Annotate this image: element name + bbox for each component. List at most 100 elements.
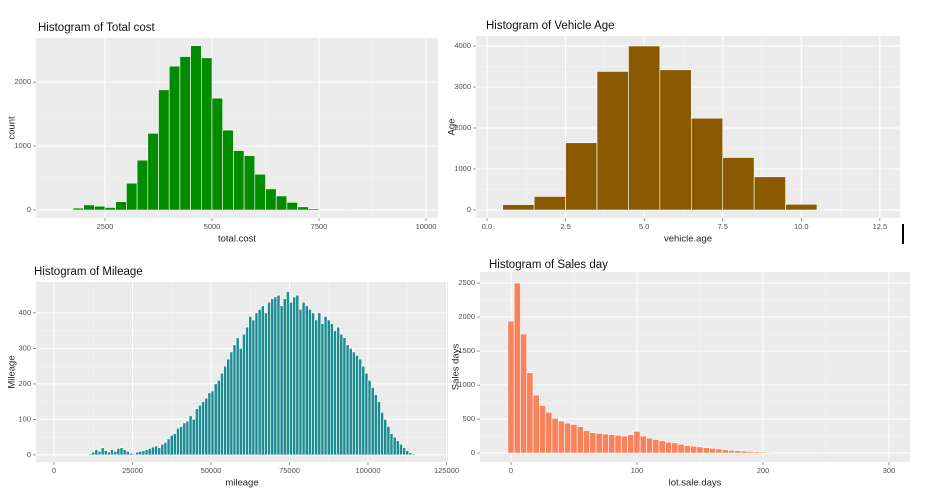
x-tick-label: 125000 xyxy=(434,466,459,475)
bar xyxy=(715,448,723,454)
bar xyxy=(251,319,256,456)
x-tick-label: 10000 xyxy=(416,222,437,231)
bar xyxy=(223,365,227,456)
bar xyxy=(696,446,704,454)
bar xyxy=(386,426,391,456)
bar xyxy=(282,298,287,456)
bar xyxy=(233,150,245,211)
bar xyxy=(765,451,773,454)
y-tick-label: 1000 xyxy=(458,380,475,389)
bar xyxy=(229,351,234,456)
bar xyxy=(141,450,146,456)
y-tick-label: 100 xyxy=(18,414,31,423)
x-tick-label: 12.5 xyxy=(873,222,888,231)
bar xyxy=(190,45,202,211)
bar xyxy=(270,298,275,456)
bar xyxy=(163,442,168,456)
bar xyxy=(358,358,363,456)
bar xyxy=(389,433,394,456)
bar xyxy=(507,320,515,454)
bar xyxy=(513,282,521,454)
bar xyxy=(545,411,553,454)
x-tick-label: 5000 xyxy=(204,222,221,231)
bar xyxy=(348,348,353,456)
bar xyxy=(136,159,149,211)
bar xyxy=(220,372,224,456)
bar xyxy=(691,117,724,211)
bar xyxy=(408,452,413,456)
bar xyxy=(61,209,74,211)
bar xyxy=(576,426,584,454)
bar xyxy=(245,326,249,456)
bar xyxy=(658,440,666,454)
bar xyxy=(243,155,256,211)
bar xyxy=(399,443,403,456)
chart-title: Histogram of Total cost xyxy=(38,22,156,34)
chart-title: Histogram of Sales day xyxy=(489,259,608,271)
bar xyxy=(168,65,181,211)
bar xyxy=(323,316,328,456)
bar xyxy=(690,445,698,454)
bar xyxy=(753,451,761,454)
bar xyxy=(179,426,184,456)
bar xyxy=(652,439,660,454)
bar xyxy=(94,449,99,456)
bar xyxy=(295,294,300,456)
bar xyxy=(778,452,786,454)
bar xyxy=(154,445,158,456)
bar xyxy=(135,451,140,456)
bar xyxy=(126,182,138,211)
x-tick-label: 75000 xyxy=(279,466,300,475)
bar xyxy=(602,433,609,454)
bar xyxy=(532,394,540,454)
bar xyxy=(226,358,231,456)
bar xyxy=(188,415,193,456)
bar xyxy=(198,404,202,456)
y-axis-title: Mileage xyxy=(7,355,18,388)
bar xyxy=(330,323,334,456)
bar xyxy=(665,441,672,454)
y-tick-label: 2000 xyxy=(454,123,471,132)
bar xyxy=(129,452,133,456)
bar xyxy=(207,392,212,456)
bar xyxy=(326,319,331,456)
bar xyxy=(614,435,622,454)
bar xyxy=(317,312,322,456)
bar xyxy=(72,207,84,211)
bar xyxy=(132,453,136,456)
bar xyxy=(179,56,191,211)
y-tick-label: 1000 xyxy=(14,141,31,150)
y-tick-label: 2000 xyxy=(458,312,475,321)
bar xyxy=(204,397,209,456)
bar xyxy=(265,188,277,211)
bar xyxy=(728,450,735,454)
bar xyxy=(671,442,679,454)
bar xyxy=(103,450,108,456)
bar xyxy=(78,453,83,456)
bar xyxy=(254,312,259,456)
y-tick-label: 0 xyxy=(467,205,471,214)
y-tick-label: 1500 xyxy=(458,346,475,355)
bar xyxy=(279,305,284,456)
bar xyxy=(383,419,388,456)
bar xyxy=(100,447,105,456)
bar xyxy=(273,296,278,456)
bar xyxy=(97,451,102,456)
bar xyxy=(364,372,369,456)
bar xyxy=(110,449,114,456)
y-axis-title: Sales days xyxy=(451,344,462,391)
panel: 0 500 1000 1500 2000 2500 0 100 200 300 Histogram … xyxy=(451,259,910,489)
panel: 0 1000 2000 2500 5000 7500 10000 Histogram of T… xyxy=(7,22,438,245)
bar xyxy=(267,301,271,456)
bar xyxy=(746,451,754,454)
bar xyxy=(551,418,559,454)
bar xyxy=(620,435,628,454)
bar xyxy=(83,204,95,211)
bar xyxy=(201,401,206,456)
bar xyxy=(93,205,106,211)
x-tick-label: 300 xyxy=(883,466,896,475)
x-tick-label: 2500 xyxy=(97,222,114,231)
x-tick-label: 2.5 xyxy=(560,222,570,231)
bar xyxy=(301,301,306,456)
bar xyxy=(173,433,177,456)
